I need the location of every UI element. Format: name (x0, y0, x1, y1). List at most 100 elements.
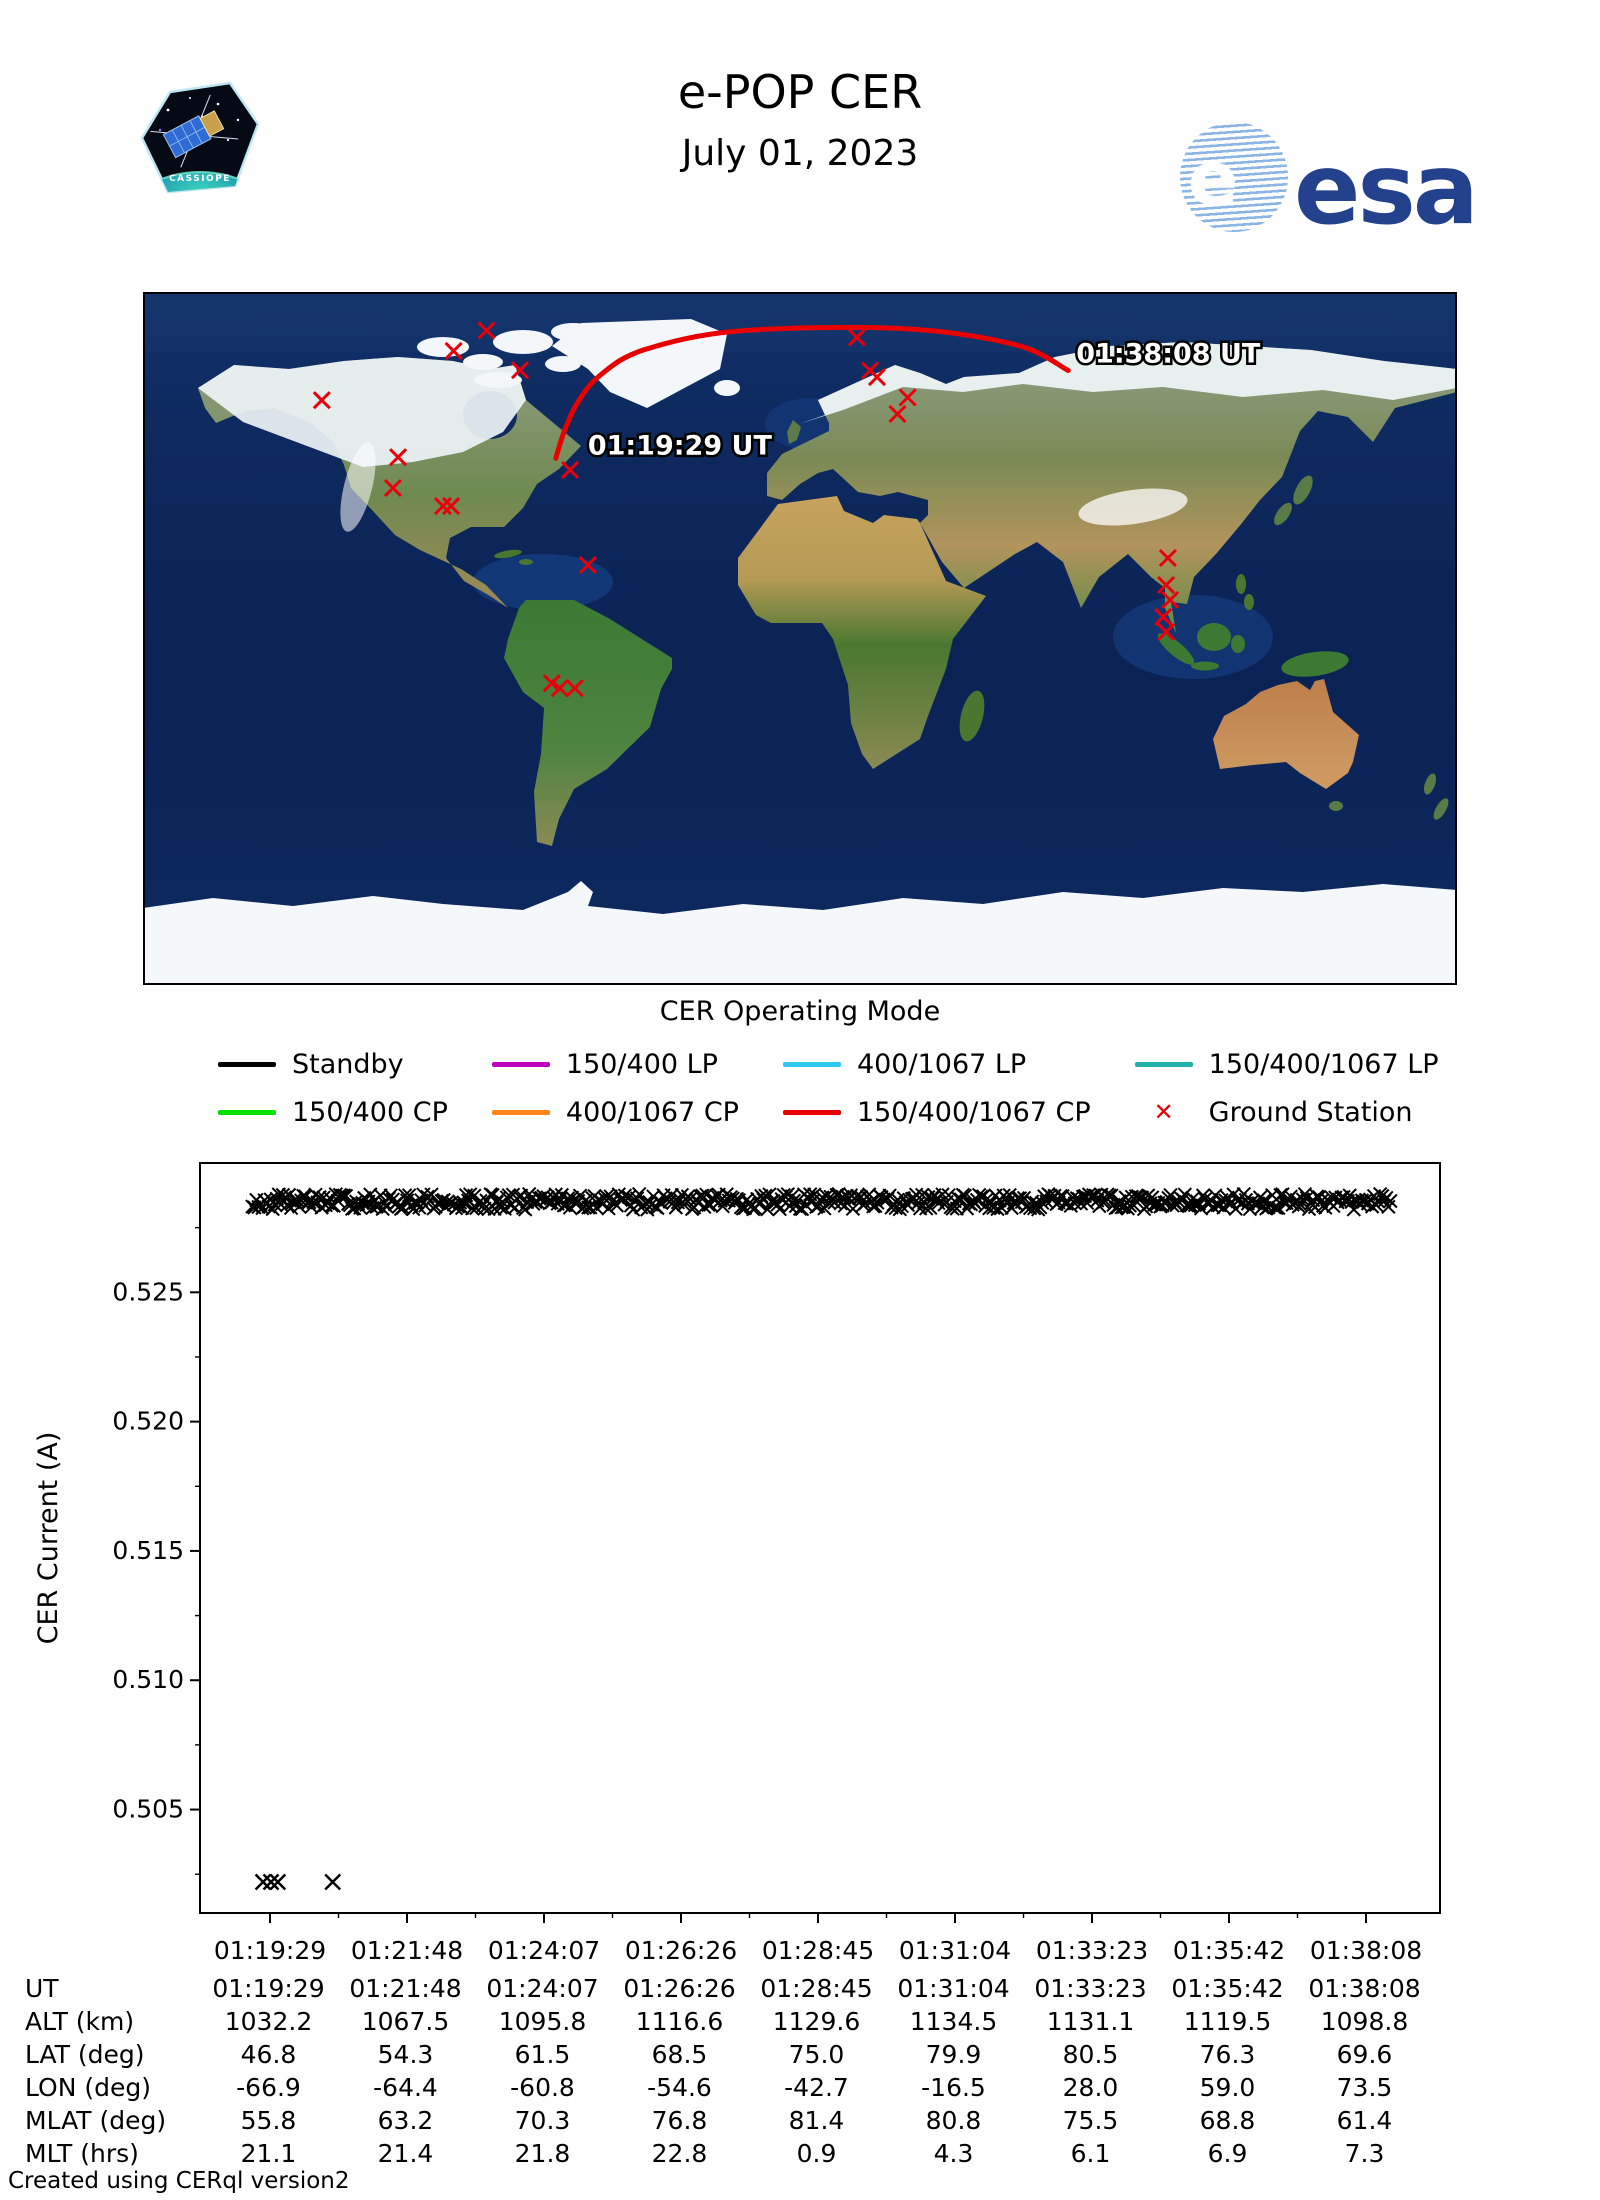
x-tick-label: 01:24:07 (488, 1936, 600, 1965)
x-tick-label: 01:21:48 (351, 1936, 463, 1965)
table-row-lon: LON (deg) -66.9 -64.4 -60.8 -54.6 -42.7 -16.5 2… (0, 2071, 1600, 2104)
legend-entry-standby: Standby (218, 1040, 448, 1088)
map-legend: Standby 150/400 CP 150/400 LP 400/1067 CP 40… (218, 1040, 1439, 1136)
esa-emblem-icon: e (1180, 122, 1288, 232)
legend-line-swatch (218, 1109, 276, 1115)
legend-line-swatch (782, 1061, 841, 1067)
table-cell: 75.5 (1062, 2106, 1119, 2135)
table-cell: -60.8 (510, 2073, 575, 2102)
table-cell: 68.5 (651, 2040, 708, 2069)
page-title: e-POP CER (677, 65, 923, 119)
legend-entry-label: 400/1067 LP (856, 1048, 1027, 1080)
esa-logo-text: esa (1294, 133, 1479, 247)
y-tick-label: 0.520 (112, 1407, 184, 1436)
table-row-mlat: MLAT (deg) 55.8 63.2 70.3 76.8 81.4 80.8 75.5 68… (0, 2104, 1600, 2137)
table-cell: 69.6 (1336, 2040, 1393, 2069)
plot-frame (199, 1162, 1441, 1914)
table-cell: 01:35:42 (1171, 1974, 1284, 2003)
table-row-label: MLAT (deg) (25, 2106, 167, 2135)
table-row-lat: LAT (deg) 46.8 54.3 61.5 68.5 75.0 79.9 80.5 76.… (0, 2038, 1600, 2071)
cassiope-mission-logo: CASSIOPE (138, 80, 262, 198)
legend-entry-400-1067-cp: 400/1067 CP (491, 1088, 739, 1136)
legend-line-swatch (782, 1109, 841, 1115)
page-date: July 01, 2023 (681, 133, 919, 174)
table-cell: 81.4 (788, 2106, 845, 2135)
table-cell: -64.4 (373, 2073, 438, 2102)
table-cell: 63.2 (377, 2106, 434, 2135)
table-cell: 80.5 (1062, 2040, 1119, 2069)
legend-line-swatch (1134, 1061, 1193, 1067)
legend-entry-150-400-1067-cp: 150/400/1067 CP (782, 1088, 1091, 1136)
table-cell: 22.8 (651, 2139, 708, 2168)
legend-line-swatch (491, 1061, 550, 1067)
table-cell: 01:31:04 (897, 1974, 1010, 2003)
table-cell: 80.8 (925, 2106, 982, 2135)
legend-entry-150-400-lp: 150/400 LP (491, 1040, 739, 1088)
ground-station-x-icon: ✕ (1153, 1098, 1174, 1126)
y-tick-label: 0.510 (112, 1665, 184, 1694)
table-row-label: LAT (deg) (25, 2040, 145, 2069)
table-cell: -42.7 (784, 2073, 849, 2102)
table-cell: -16.5 (921, 2073, 986, 2102)
legend-entry-400-1067-lp: 400/1067 LP (782, 1040, 1091, 1088)
table-cell: 59.0 (1199, 2073, 1256, 2102)
ground-station-markers (312, 321, 1180, 698)
scatter-outlier-markers (254, 1873, 342, 1891)
table-cell: 70.3 (514, 2106, 571, 2135)
table-cell: 1131.1 (1046, 2007, 1135, 2036)
trajectory-end-time-label: 01:38:08 UT (1076, 339, 1261, 370)
table-cell: 1098.8 (1320, 2007, 1409, 2036)
x-tick-label: 01:38:08 (1310, 1936, 1422, 1965)
table-cell: 61.5 (514, 2040, 571, 2069)
orbit-trajectory (553, 324, 1071, 461)
x-tick-label: 01:26:26 (625, 1936, 737, 1965)
table-cell: 01:21:48 (349, 1974, 462, 2003)
table-row-mlt: MLT (hrs) 21.1 21.4 21.8 22.8 0.9 4.3 6.1 6.9 7.3 (0, 2137, 1600, 2170)
table-row-alt: ALT (km) 1032.2 1067.5 1095.8 1116.6 1129.6 11… (0, 2005, 1600, 2038)
table-cell: 21.8 (514, 2139, 571, 2168)
table-cell: 76.3 (1199, 2040, 1256, 2069)
y-axis-label: CER Current (A) (33, 1432, 64, 1645)
table-cell: 01:28:45 (760, 1974, 873, 2003)
table-row-label: MLT (hrs) (25, 2139, 139, 2168)
table-cell: 01:26:26 (623, 1974, 736, 2003)
table-cell: 21.4 (377, 2139, 434, 2168)
cassiope-logo-label: CASSIOPE (169, 174, 231, 184)
table-cell: 01:24:07 (486, 1974, 599, 2003)
table-cell: 7.3 (1344, 2139, 1385, 2168)
table-cell: 01:19:29 (212, 1974, 325, 2003)
legend-entry-150-400-1067-lp: 150/400/1067 LP (1134, 1040, 1439, 1088)
legend-entry-label: Ground Station (1208, 1096, 1413, 1128)
table-cell: 1032.2 (224, 2007, 313, 2036)
table-cell: 76.8 (651, 2106, 708, 2135)
legend-entry-label: Standby (292, 1048, 404, 1080)
esa-logo: e esa (1180, 122, 1479, 247)
y-tick-label: 0.515 (112, 1536, 184, 1565)
table-cell: 46.8 (240, 2040, 297, 2069)
table-cell: 73.5 (1336, 2073, 1393, 2102)
map-frame (143, 292, 1457, 985)
y-tick-label: 0.505 (112, 1795, 184, 1824)
table-cell: 55.8 (240, 2106, 297, 2135)
x-tick-label: 01:28:45 (762, 1936, 874, 1965)
legend-line-swatch (218, 1061, 276, 1067)
legend-entry-ground-station: ✕ Ground Station (1135, 1088, 1439, 1136)
table-cell: 0.9 (796, 2139, 837, 2168)
table-cell: 1129.6 (772, 2007, 861, 2036)
x-tick-label: 01:19:29 (214, 1936, 326, 1965)
table-row-label: UT (25, 1974, 59, 2003)
table-cell: 1119.5 (1183, 2007, 1272, 2036)
legend-entry-label: 400/1067 CP (565, 1096, 739, 1128)
x-tick-label: 01:35:42 (1173, 1936, 1285, 1965)
y-tick-label: 0.525 (112, 1277, 184, 1306)
table-cell: 6.9 (1207, 2139, 1248, 2168)
table-cell: 75.0 (788, 2040, 845, 2069)
table-cell: -54.6 (647, 2073, 712, 2102)
table-cell: 1095.8 (498, 2007, 587, 2036)
table-cell: 1067.5 (361, 2007, 450, 2036)
legend-entry-150-400-cp: 150/400 CP (218, 1088, 448, 1136)
table-cell: 6.1 (1070, 2139, 1111, 2168)
table-cell: 61.4 (1336, 2106, 1393, 2135)
world-map: 01:19:29 UT 01:38:08 UT (143, 292, 1457, 985)
table-cell: 01:38:08 (1308, 1974, 1421, 2003)
